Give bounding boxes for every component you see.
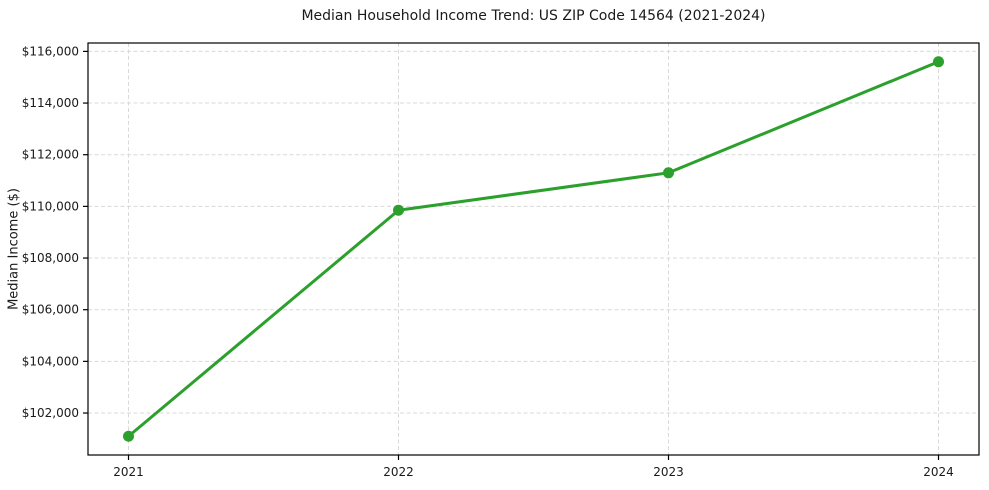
y-tick-label: $108,000	[22, 251, 79, 265]
data-point	[663, 167, 674, 179]
data-point	[123, 430, 134, 442]
y-tick-label: $106,000	[22, 303, 79, 317]
x-tick-label: 2021	[113, 465, 144, 479]
y-tick-label: $110,000	[22, 199, 79, 213]
y-tick-label: $104,000	[22, 354, 79, 368]
trend-line	[127, 60, 940, 438]
x-tick-label: 2022	[383, 465, 414, 479]
y-tick-label: $112,000	[22, 148, 79, 162]
y-tick-label: $116,000	[22, 44, 79, 58]
y-axis-title: Median Income ($)	[6, 188, 22, 310]
plot-border	[87, 42, 980, 456]
data-point	[393, 204, 404, 216]
y-tick-label: $114,000	[22, 96, 79, 110]
data-point	[933, 56, 944, 68]
chart-title: Median Household Income Trend: US ZIP Co…	[301, 8, 766, 24]
x-tick-label: 2024	[923, 465, 954, 479]
y-tick-label: $102,000	[22, 406, 79, 420]
x-tick-label: 2023	[653, 465, 684, 479]
